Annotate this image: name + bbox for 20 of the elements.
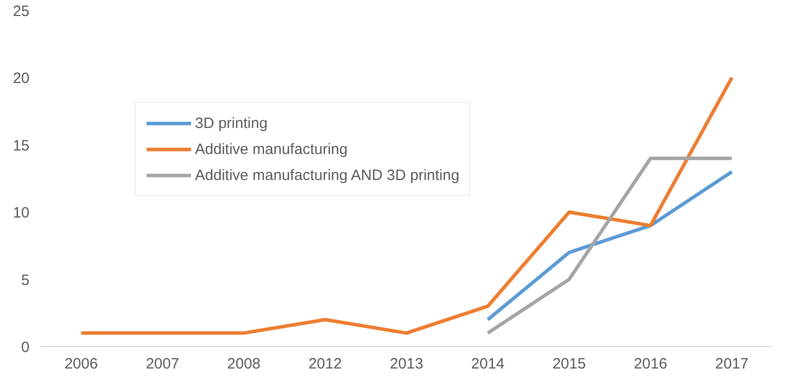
y-tick-label: 10: [12, 204, 30, 222]
y-tick-label: 25: [12, 3, 30, 20]
x-tick-label: 2006: [64, 356, 98, 372]
y-tick-label: 5: [21, 272, 30, 289]
legend-label: Additive manufacturing AND 3D printing: [195, 166, 460, 184]
x-tick-label: 2014: [471, 356, 505, 372]
legend-label: 3D printing: [195, 114, 268, 132]
x-tick-label: 2008: [227, 356, 261, 372]
line-series: [486, 170, 734, 322]
line-series: [79, 76, 734, 335]
x-tick-label: 2007: [146, 356, 180, 372]
x-tick-label: 2015: [552, 356, 586, 372]
y-tick-label: 20: [12, 70, 30, 88]
x-tick-label: 2017: [715, 356, 749, 372]
x-tick-label: 2013: [390, 356, 424, 372]
legend-label: Additive manufacturing: [195, 140, 348, 158]
x-tick-label: 2016: [634, 356, 668, 372]
x-tick-label: 2012: [308, 356, 342, 372]
y-tick-label: 0: [21, 339, 30, 356]
y-tick-label: 15: [12, 137, 30, 154]
